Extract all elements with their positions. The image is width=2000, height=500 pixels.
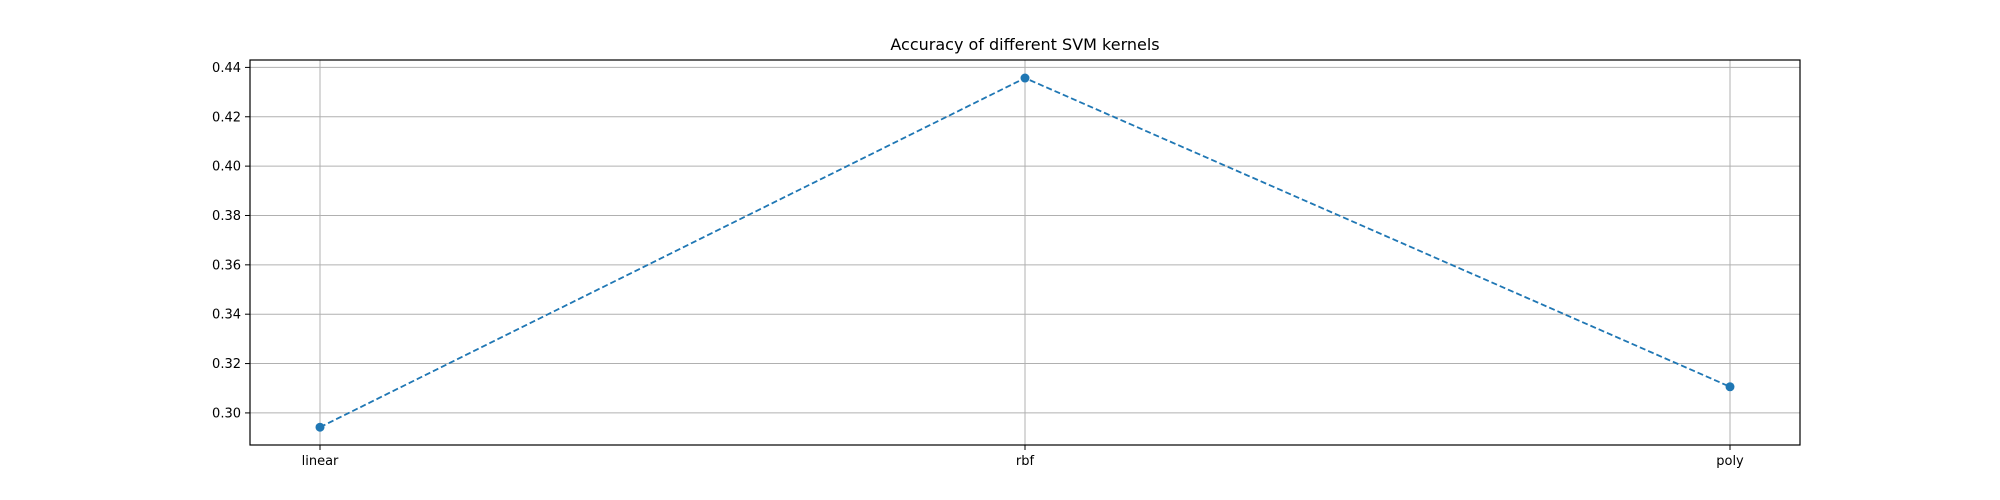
grid-lines — [250, 60, 1800, 445]
data-point — [315, 422, 325, 432]
x-tick-label: rbf — [1016, 454, 1035, 469]
chart-title: Accuracy of different SVM kernels — [890, 35, 1159, 54]
data-point — [1725, 382, 1735, 392]
y-tick-label: 0.44 — [212, 61, 241, 76]
x-tick-label: poly — [1716, 454, 1744, 469]
y-tick-label: 0.40 — [212, 160, 241, 175]
data-point — [1020, 73, 1030, 83]
x-tick-label: linear — [302, 454, 339, 469]
series-group — [315, 73, 1735, 432]
y-tick-label: 0.36 — [212, 258, 241, 273]
y-tick-label: 0.32 — [212, 357, 241, 372]
y-tick-label: 0.30 — [212, 406, 241, 421]
axis-ticks: 0.30 0.32 0.34 0.36 0.38 0.40 0.42 0.44 linear rb… — [212, 61, 1744, 469]
y-tick-label: 0.34 — [212, 308, 241, 323]
y-tick-label: 0.38 — [212, 209, 241, 224]
y-tick-label: 0.42 — [212, 110, 241, 125]
